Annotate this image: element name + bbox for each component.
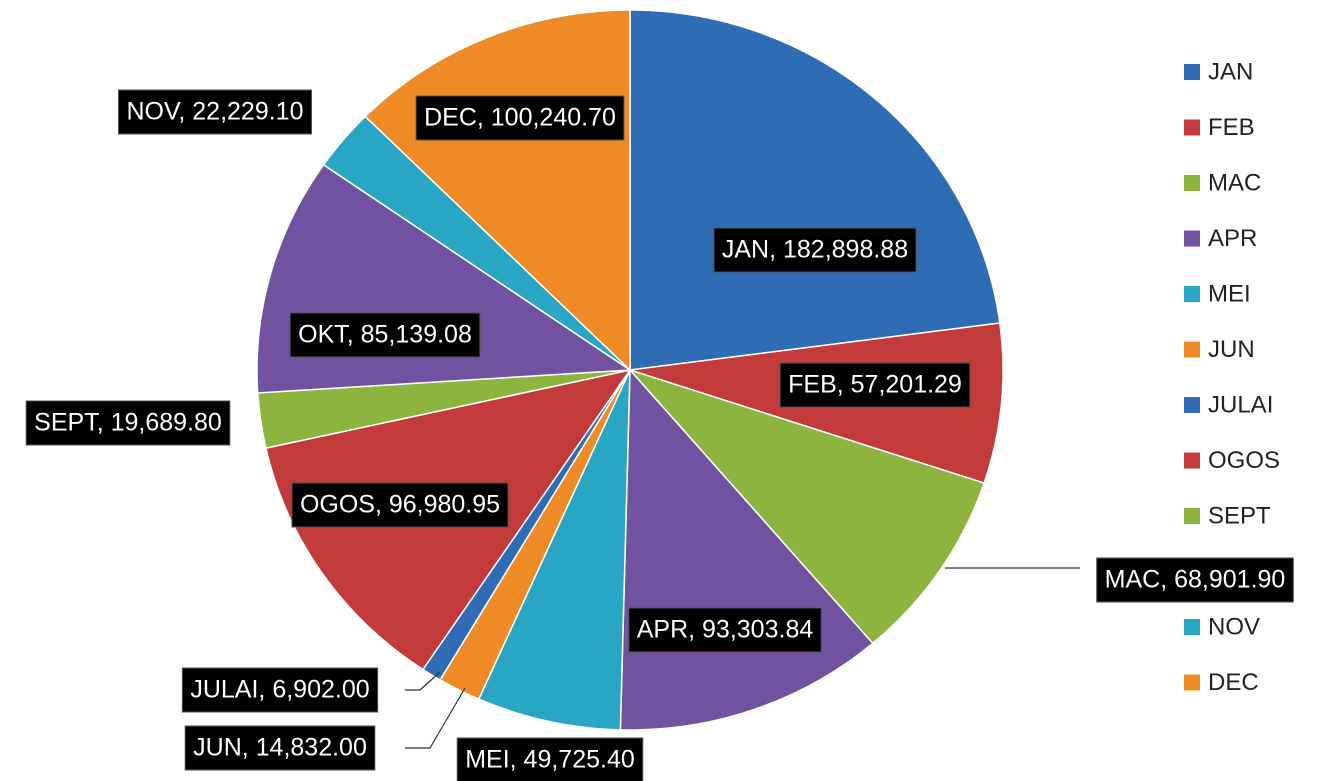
- legend-swatch: [1184, 397, 1200, 413]
- legend-label: JUN: [1208, 336, 1255, 363]
- data-label: DEC, 100,240.70: [424, 104, 616, 132]
- data-label: OGOS, 96,980.95: [300, 491, 500, 519]
- label-background: [291, 482, 509, 528]
- leader-line: [405, 687, 466, 749]
- pie-slice: [629, 9, 1001, 371]
- legend-label: APR: [1208, 225, 1257, 252]
- label-background: [118, 89, 312, 135]
- data-label-box: MEI, 49,725.40: [456, 737, 644, 781]
- data-label: JUN, 14,832.00: [193, 734, 367, 762]
- legend-swatch: [1184, 619, 1200, 635]
- data-label: OKT, 85,139.08: [298, 321, 472, 349]
- pie-slice: [627, 368, 986, 645]
- legend-swatch: [1184, 230, 1200, 247]
- data-label: NOV, 22,229.10: [127, 98, 304, 126]
- data-label-box: JULAI, 6,902.00: [181, 667, 379, 713]
- label-background: [289, 312, 481, 358]
- legend-swatch: [1184, 452, 1200, 469]
- leader-lines: [405, 567, 1080, 749]
- data-label-box: JAN, 182,898.88: [713, 227, 917, 273]
- label-background: [415, 95, 625, 141]
- label-background: [456, 737, 644, 781]
- data-label-box: FEB, 57,201.29: [779, 362, 971, 408]
- data-label-box: NOV, 22,229.10: [118, 89, 312, 135]
- label-background: [628, 607, 822, 653]
- legend-swatch: [1184, 119, 1200, 136]
- data-label-box: SEPT, 19,689.80: [25, 400, 231, 446]
- data-label-box: OKT, 85,139.08: [289, 312, 481, 358]
- data-label-box: OGOS, 96,980.95: [291, 482, 509, 528]
- data-label-box: MAC, 68,901.90: [1096, 557, 1294, 603]
- label-background: [713, 227, 917, 273]
- label-background: [779, 362, 971, 408]
- legend-label: NOV: [1208, 613, 1260, 640]
- legend-label: JAN: [1208, 58, 1253, 85]
- data-label: MAC, 68,901.90: [1105, 566, 1286, 594]
- data-label-box: DEC, 100,240.70: [415, 95, 625, 141]
- label-background: [181, 667, 379, 713]
- legend-swatch: [1184, 674, 1200, 691]
- legend-label: FEB: [1208, 114, 1255, 141]
- label-background: [184, 725, 376, 771]
- data-label: MEI, 49,725.40: [465, 746, 635, 774]
- data-label: FEB, 57,201.29: [788, 371, 962, 399]
- legend-label: OGOS: [1208, 447, 1280, 474]
- legend-label: JULAI: [1208, 391, 1273, 418]
- data-label-box: APR, 93,303.84: [628, 607, 822, 653]
- legend-swatch: [1184, 286, 1200, 302]
- label-background: [1096, 557, 1294, 603]
- legend-label: MEI: [1208, 280, 1251, 307]
- data-label: JULAI, 6,902.00: [190, 676, 369, 704]
- legend-label: MAC: [1208, 169, 1261, 196]
- data-label: APR, 93,303.84: [637, 616, 814, 644]
- label-background: [25, 400, 231, 446]
- leader-line: [405, 671, 441, 691]
- legend-swatch: [1184, 341, 1200, 358]
- legend-swatch: [1184, 508, 1200, 524]
- legend-swatch: [1184, 64, 1200, 80]
- pie-slice: [477, 369, 631, 731]
- data-label-box: JUN, 14,832.00: [184, 725, 376, 771]
- legend-swatch: [1184, 175, 1200, 191]
- data-label: JAN, 182,898.88: [722, 236, 908, 264]
- data-labels: JAN, 182,898.88 FEB, 57,201.29 MAC, 68,901…: [25, 89, 1294, 781]
- pie: [256, 9, 1004, 731]
- data-label: SEPT, 19,689.80: [34, 409, 222, 437]
- legend-label: DEC: [1208, 669, 1259, 696]
- legend-label: SEPT: [1208, 502, 1271, 529]
